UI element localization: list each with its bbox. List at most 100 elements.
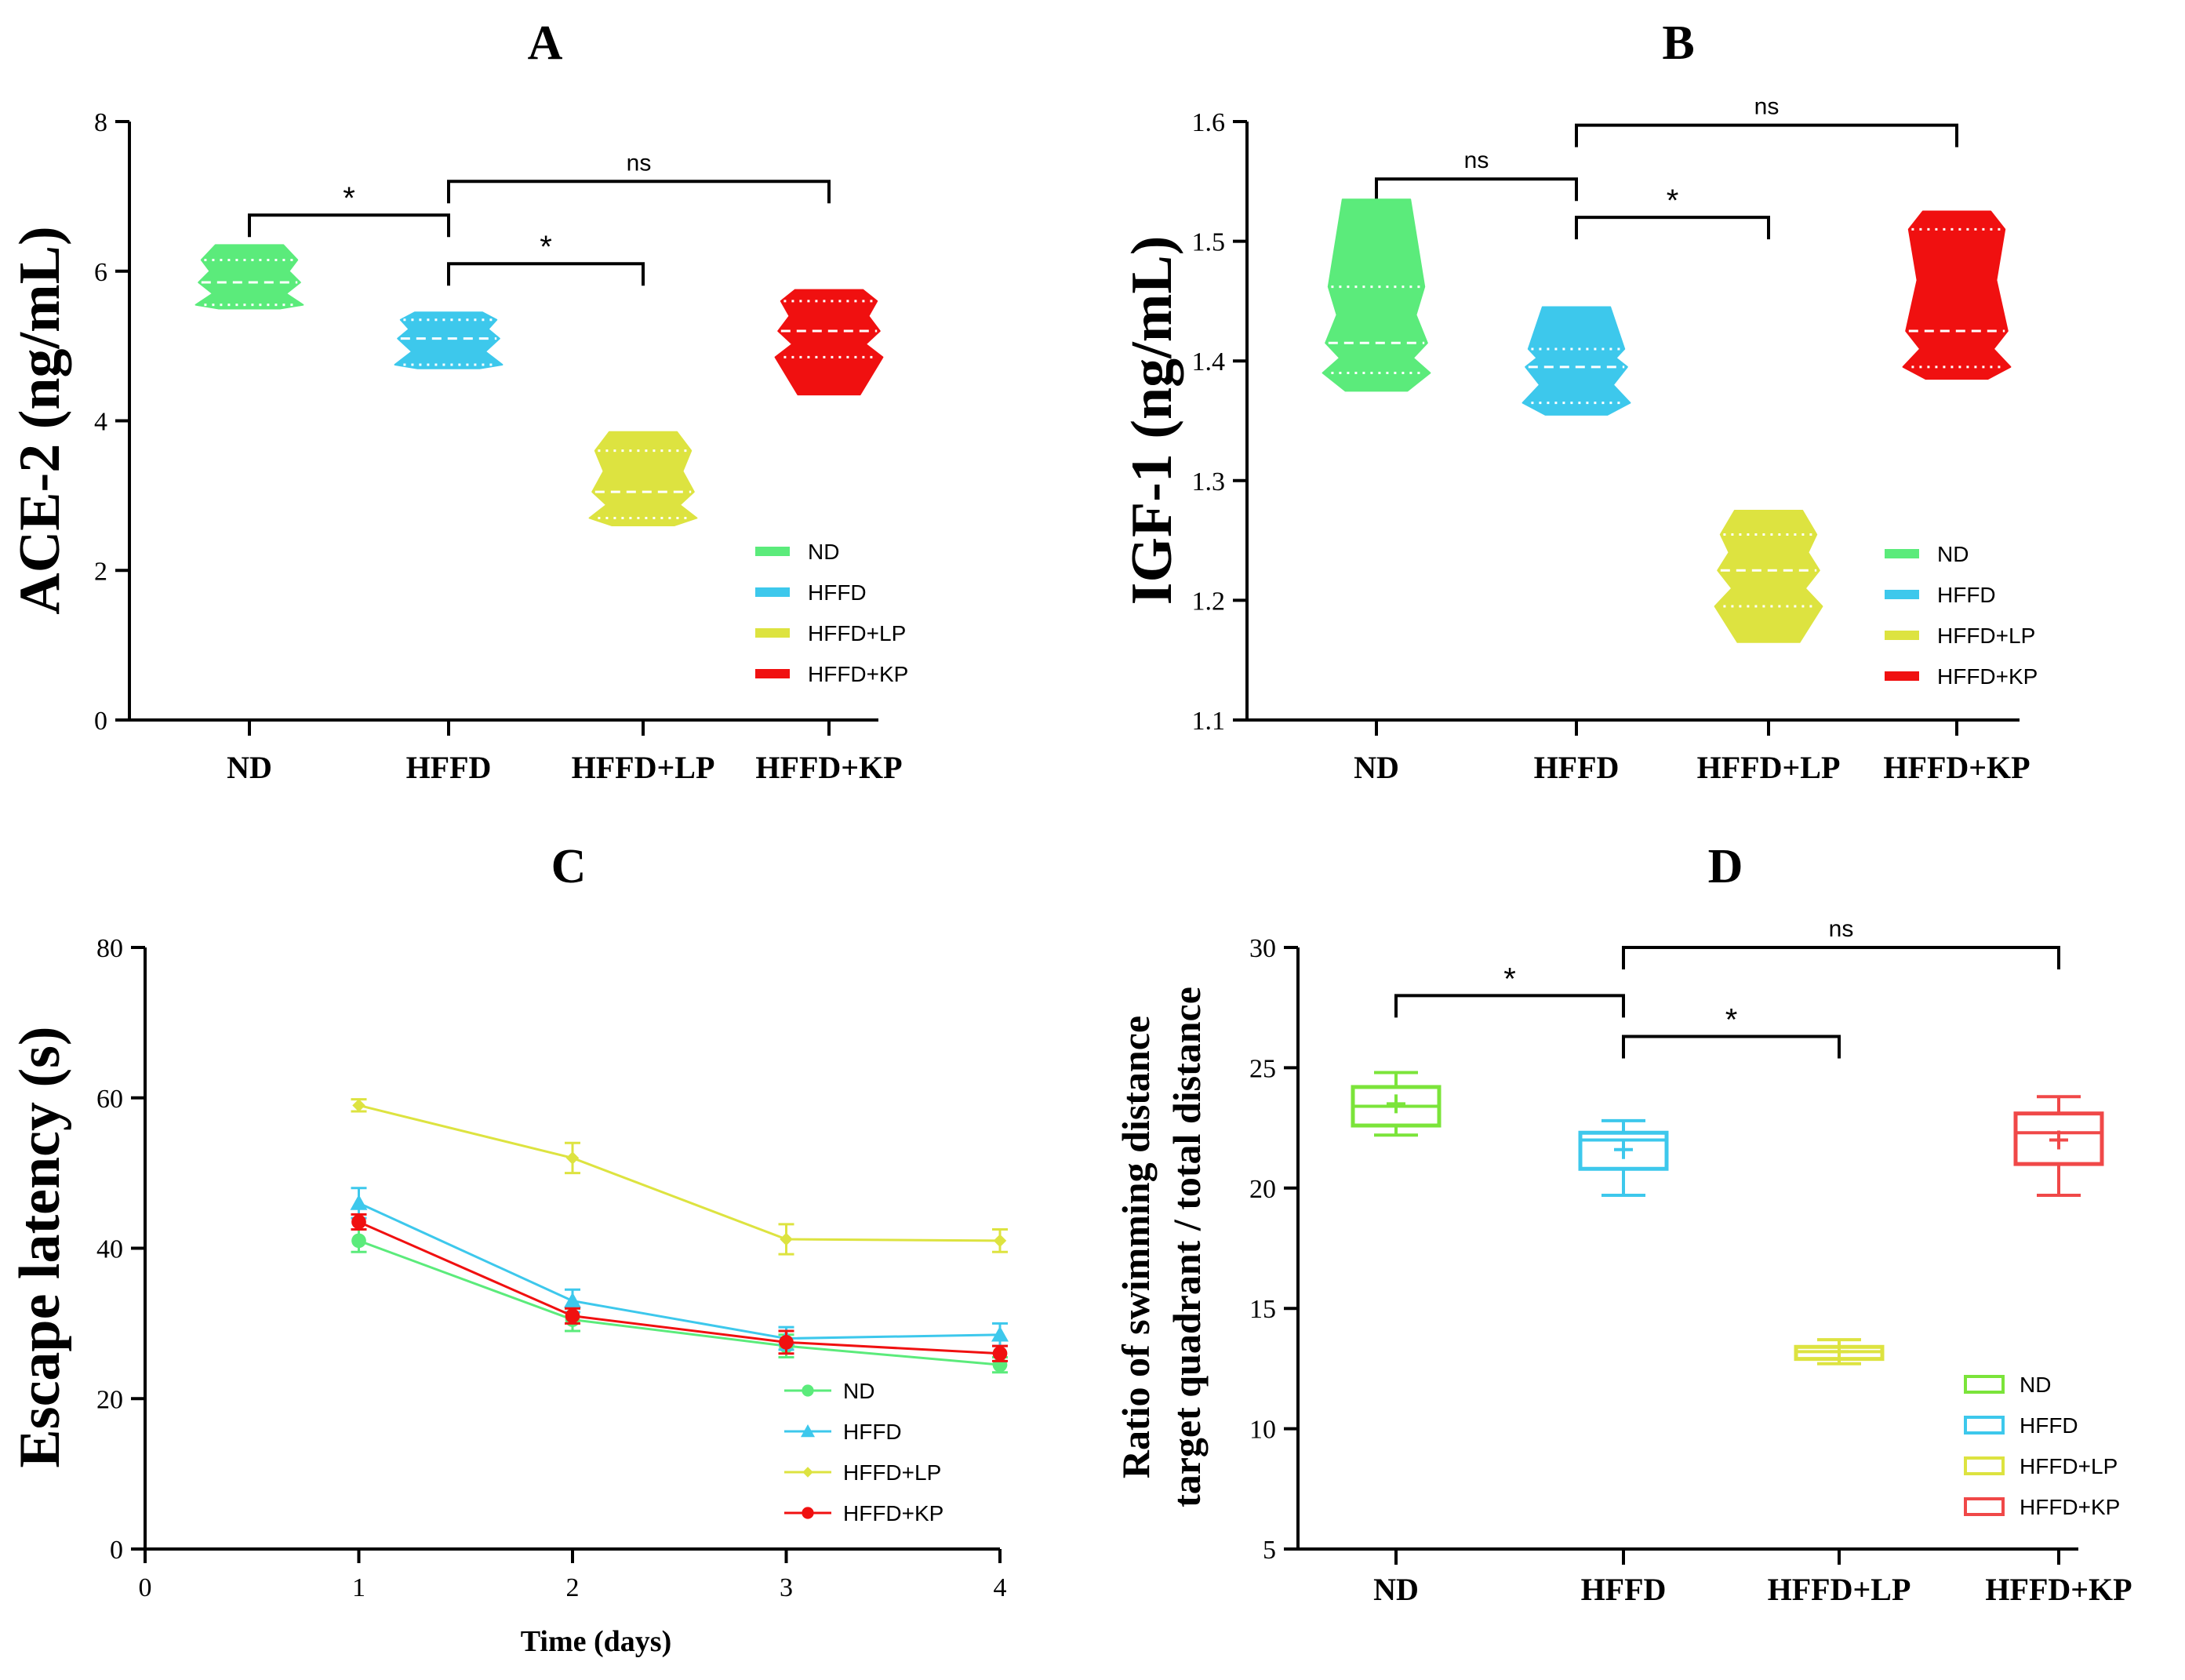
legend-label: HFFD+LP (2020, 1454, 2118, 1478)
x-category-label: HFFD (1534, 750, 1620, 785)
violin (1522, 306, 1631, 416)
significance-label: * (1725, 1003, 1738, 1038)
y-tick-label: 15 (1249, 1295, 1276, 1324)
significance-bracket (447, 180, 831, 204)
x-tick-label: 4 (994, 1573, 1007, 1602)
legend-swatch (755, 628, 790, 638)
legend-label: ND (808, 540, 839, 564)
violin (1322, 198, 1431, 392)
x-category-label: ND (227, 750, 272, 785)
y-tick-label: 25 (1249, 1054, 1276, 1083)
x-axis-title: Time (days) (521, 1625, 671, 1658)
legend-swatch (1964, 1497, 2005, 1516)
x-category-label: HFFD+LP (1768, 1572, 1911, 1607)
y-tick-label: 4 (94, 408, 107, 437)
y-tick-label: 20 (96, 1385, 123, 1414)
significance-label: * (540, 230, 552, 264)
y-axis-title: Escape latency (s) (8, 1026, 72, 1467)
panel-label: D (1708, 840, 1743, 893)
y-tick-label: 1.3 (1192, 467, 1226, 496)
x-tick-label: 2 (566, 1573, 580, 1602)
y-tick-label: 80 (96, 934, 123, 963)
legend-label: HFFD+KP (1937, 664, 2038, 689)
data-point (565, 1151, 580, 1165)
box-mean (1387, 1094, 1405, 1114)
legend-label: HFFD+LP (1937, 624, 2035, 648)
y-tick-label: 20 (1249, 1175, 1276, 1204)
legend-label: ND (843, 1379, 874, 1403)
legend-label: ND (2020, 1373, 2051, 1397)
x-category-label: HFFD+LP (572, 750, 715, 785)
data-point (780, 1232, 793, 1246)
legend-swatch (755, 547, 790, 556)
series-line (358, 1220, 1001, 1355)
legend-swatch (1964, 1416, 2005, 1435)
legend-label: HFFD+LP (808, 621, 906, 645)
data-point (351, 1233, 366, 1249)
x-tick-label: 0 (139, 1573, 152, 1602)
violin (1714, 509, 1823, 643)
y-tick-label: 60 (96, 1085, 123, 1114)
significance-label: * (343, 181, 355, 216)
data-point (993, 1234, 1007, 1248)
y-tick-label: 1.2 (1192, 587, 1226, 616)
significance-bracket (1622, 1035, 1841, 1059)
significance-label: * (1667, 184, 1679, 218)
violin (394, 311, 504, 369)
legend-swatch (1885, 671, 1919, 681)
legend-label: HFFD (843, 1420, 902, 1444)
data-point (350, 1194, 368, 1210)
panel-b: B 1.1 1.2 1.3 1.4 1.5 1.6 IGF-1 (ng/mL) ND HFFD HF… (1120, 16, 2038, 785)
x-category-label: ND (1373, 1572, 1419, 1607)
significance-bracket (1375, 177, 1578, 202)
y-tick-label: 1.5 (1192, 228, 1226, 257)
y-tick-label: 10 (1249, 1416, 1276, 1445)
data-point (802, 1467, 813, 1478)
legend-swatch (1885, 631, 1919, 640)
data-point (802, 1384, 814, 1397)
violin (1902, 210, 2012, 380)
legend-label: HFFD (1937, 583, 1996, 607)
data-point (565, 1308, 580, 1324)
box-mean (1614, 1140, 1633, 1159)
panel-label: A (528, 16, 563, 70)
panel-a: A 0 2 4 6 8 ACE-2 (ng/mL) ND HFFD HFFD+LP HFFD+KP *… (8, 16, 908, 785)
x-category-label: HFFD (406, 750, 492, 785)
panel-c: C 0 20 40 60 80 Escape latency (s) 0 1 2 3 4 Time (d… (8, 840, 1009, 1658)
panel-label: C (551, 840, 587, 893)
significance-bracket (447, 262, 645, 286)
series-line (358, 1104, 1001, 1242)
y-tick-label: 5 (1263, 1536, 1276, 1565)
x-category-label: ND (1354, 750, 1399, 785)
significance-label: ns (1464, 147, 1489, 173)
violin (195, 244, 304, 310)
legend-label: HFFD+KP (2020, 1495, 2120, 1519)
significance-bracket (248, 213, 450, 238)
y-tick-label: 8 (94, 108, 107, 137)
panel-d: D 5 10 15 20 25 30 Ratio of swimming distance ta… (1114, 840, 2132, 1607)
x-category-label: HFFD+LP (1697, 750, 1841, 785)
data-point (779, 1334, 794, 1350)
y-axis-title: target quadrant / total distance (1165, 987, 1209, 1507)
data-point (991, 1325, 1009, 1342)
data-point (351, 1214, 366, 1230)
y-tick-label: 6 (94, 258, 107, 287)
y-axis-title: ACE-2 (ng/mL) (8, 226, 72, 614)
legend-swatch (1964, 1375, 2005, 1394)
series-line (358, 1239, 1001, 1366)
data-point (352, 1099, 365, 1112)
y-tick-label: 30 (1249, 934, 1276, 963)
y-tick-label: 1.1 (1192, 707, 1226, 736)
y-tick-label: 0 (110, 1536, 123, 1565)
significance-label: ns (1829, 916, 1854, 942)
y-tick-label: 0 (94, 707, 107, 736)
legend-label: ND (1937, 542, 1969, 566)
x-category-label: HFFD+KP (1985, 1572, 2132, 1607)
violin (588, 431, 698, 527)
significance-label: ns (1754, 94, 1780, 120)
significance-bracket (1575, 216, 1770, 240)
significance-bracket (1394, 994, 1625, 1018)
data-point (564, 1292, 581, 1308)
panel-label: B (1662, 16, 1694, 70)
